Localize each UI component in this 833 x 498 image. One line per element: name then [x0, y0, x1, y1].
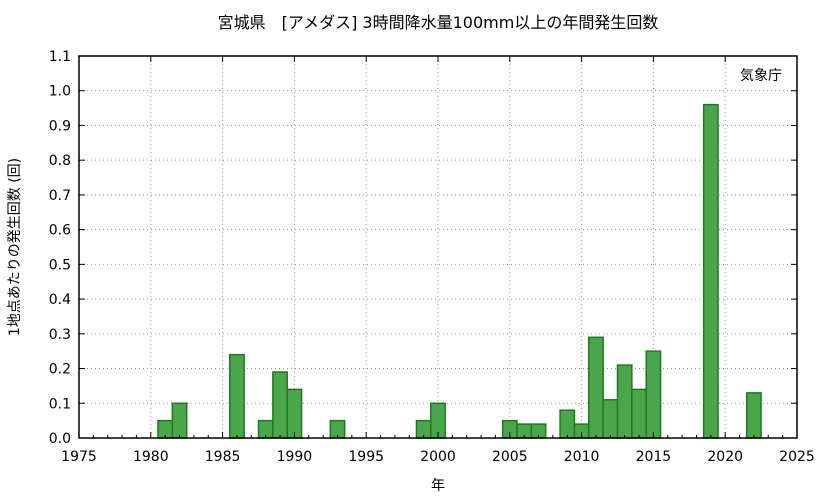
y-tick-label: 0.3 [49, 327, 71, 343]
bar-2013 [616, 364, 633, 439]
bar-2012 [602, 399, 619, 439]
ticks [78, 55, 798, 439]
x-tick-label: 2000 [420, 449, 456, 465]
bar-1989 [272, 371, 288, 439]
bar-2019 [702, 103, 719, 439]
y-tick-labels: 0.0 0.1 0.2 0.3 0.4 0.5 0.6 0.7 0.8 0.9 1.0 1.1 [49, 49, 71, 447]
x-tick-labels: 1975 1980 1985 1990 1995 2000 2005 2010 2015 2020… [61, 449, 815, 465]
x-tick-label: 2005 [492, 449, 528, 465]
chart-title: 宮城県 [アメダス] 3時間降水量100mm以上の年間発生回数 [218, 13, 659, 32]
y-tick-label: 1.1 [49, 49, 71, 65]
bar-2011 [588, 336, 604, 439]
y-axis-label: 1地点あたりの発生回数 (回) [7, 158, 23, 336]
bar-1986 [229, 353, 245, 439]
x-tick-label: 2020 [707, 449, 743, 465]
bar-2022 [745, 392, 762, 439]
x-tick-label: 1980 [133, 449, 169, 465]
bar-2009 [559, 409, 576, 439]
grid [79, 56, 797, 438]
bar-1982 [171, 402, 188, 439]
y-tick-label: 0.9 [49, 118, 71, 134]
y-tick-label: 0.0 [49, 431, 71, 447]
bars [157, 103, 762, 439]
y-tick-label: 0.5 [49, 257, 71, 273]
x-axis-label: 年 [431, 478, 445, 494]
y-tick-label: 0.7 [49, 188, 71, 204]
x-tick-label: 1975 [61, 449, 97, 465]
x-tick-label: 1995 [348, 449, 384, 465]
x-tick-label: 1985 [205, 449, 241, 465]
y-tick-label: 0.2 [49, 362, 71, 378]
bar-1990 [286, 388, 303, 439]
y-tick-label: 1.0 [49, 84, 71, 100]
x-tick-label: 2010 [564, 449, 600, 465]
x-tick-label: 1990 [277, 449, 313, 465]
x-tick-label: 2015 [636, 449, 672, 465]
y-tick-label: 0.1 [49, 396, 71, 412]
y-tick-label: 0.4 [49, 292, 71, 308]
x-tick-label: 2025 [779, 449, 815, 465]
y-tick-label: 0.8 [49, 153, 71, 169]
bar-2015 [645, 350, 662, 439]
y-tick-label: 0.6 [49, 223, 71, 239]
credit-label: 気象庁 [740, 68, 782, 84]
bar-2014 [631, 388, 647, 439]
